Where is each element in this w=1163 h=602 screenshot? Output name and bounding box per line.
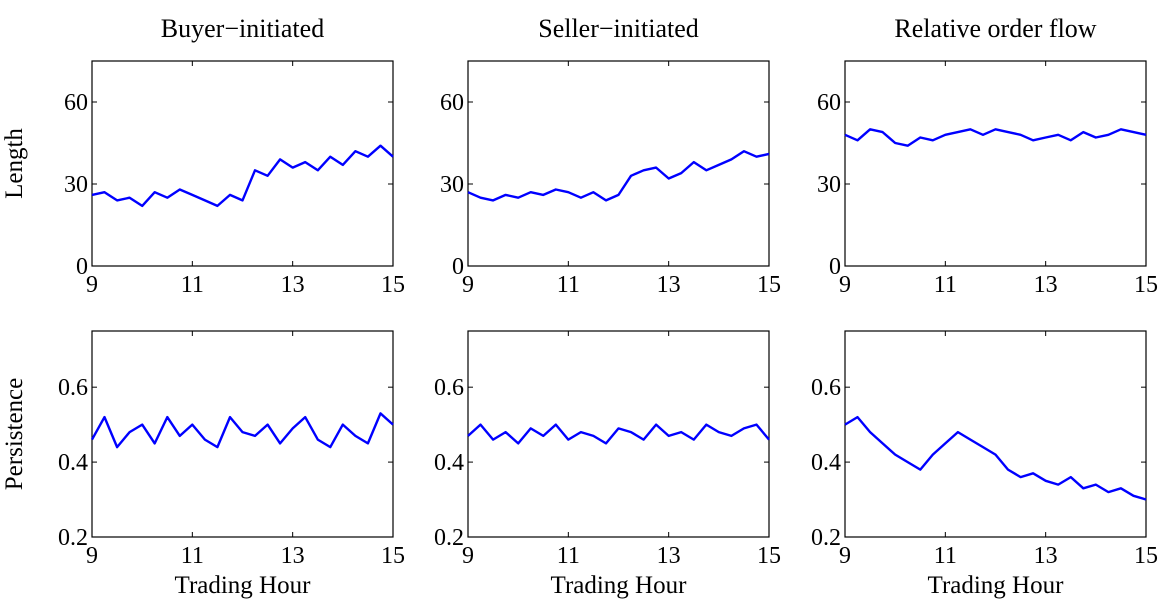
x-tick-label: 11 — [934, 272, 957, 298]
x-tick-label: 9 — [839, 272, 851, 298]
y-tick-label: 0.6 — [434, 375, 464, 401]
y-tick-label: 0 — [829, 254, 841, 280]
y-tick-label: 0.2 — [434, 525, 464, 551]
x-tick-label: 11 — [934, 543, 957, 569]
panel-buyer-persistence: 9 11 13 15 0.2 0.4 0.6 Persistence Trading Hour — [1, 330, 405, 599]
y-tick-label: 60 — [817, 90, 841, 116]
y-tick-label: 0.2 — [58, 525, 88, 551]
panel-relative-length: 9 11 13 15 0 30 60 Relative order flow — [817, 14, 1158, 298]
x-tick-label: 15 — [381, 272, 405, 298]
y-tick-label: 0.4 — [811, 450, 841, 476]
x-tick-label: 15 — [757, 543, 781, 569]
x-tick-label: 13 — [281, 543, 305, 569]
y-tick-label: 60 — [440, 90, 464, 116]
panel-relative-persistence: 9 11 13 15 0.2 0.4 0.6 Trading Hour — [811, 330, 1158, 599]
panel-title: Relative order flow — [894, 14, 1096, 43]
plot-area — [91, 330, 394, 538]
y-tick-label: 0 — [76, 254, 88, 280]
x-tick-label: 13 — [657, 543, 681, 569]
x-tick-label: 11 — [557, 543, 580, 569]
y-tick-label: 0.4 — [434, 450, 464, 476]
x-axis-label: Trading Hour — [551, 572, 688, 599]
plot-area — [844, 60, 1147, 267]
x-tick-label: 15 — [1134, 272, 1158, 298]
x-tick-label: 13 — [1034, 543, 1058, 569]
x-tick-label: 13 — [281, 272, 305, 298]
y-tick-label: 30 — [817, 172, 841, 198]
x-tick-label: 9 — [86, 543, 98, 569]
plot-area — [467, 60, 770, 267]
x-tick-label: 9 — [86, 272, 98, 298]
panel-seller-length: 9 11 13 15 0 30 60 Seller−initiated — [440, 14, 781, 298]
x-tick-label: 11 — [181, 543, 204, 569]
x-tick-label: 15 — [757, 272, 781, 298]
y-axis-label: Length — [1, 128, 28, 199]
x-tick-label: 15 — [381, 543, 405, 569]
y-tick-label: 0.6 — [58, 375, 88, 401]
x-tick-label: 11 — [557, 272, 580, 298]
y-axis-label: Persistence — [1, 378, 28, 490]
panel-title: Buyer−initiated — [161, 14, 324, 43]
x-tick-label: 15 — [1134, 543, 1158, 569]
y-tick-label: 60 — [64, 90, 88, 116]
x-tick-label: 13 — [1034, 272, 1058, 298]
plot-area — [844, 330, 1147, 538]
y-tick-label: 0.6 — [811, 375, 841, 401]
x-axis-label: Trading Hour — [175, 572, 312, 599]
y-tick-label: 0.4 — [58, 450, 88, 476]
plot-area — [91, 60, 394, 267]
panel-seller-persistence: 9 11 13 15 0.2 0.4 0.6 Trading Hour — [434, 330, 781, 599]
y-tick-label: 0.2 — [811, 525, 841, 551]
panel-buyer-length: 9 11 13 15 0 30 60 Buyer−initiated Length — [1, 14, 405, 298]
x-tick-label: 9 — [462, 272, 474, 298]
x-tick-label: 13 — [657, 272, 681, 298]
plot-area — [467, 330, 770, 538]
y-tick-label: 30 — [440, 172, 464, 198]
x-tick-label: 11 — [181, 272, 204, 298]
x-axis-label: Trading Hour — [928, 572, 1065, 599]
panel-title: Seller−initiated — [538, 14, 699, 43]
y-tick-label: 0 — [452, 254, 464, 280]
y-tick-label: 30 — [64, 172, 88, 198]
x-tick-label: 9 — [462, 543, 474, 569]
x-tick-label: 9 — [839, 543, 851, 569]
